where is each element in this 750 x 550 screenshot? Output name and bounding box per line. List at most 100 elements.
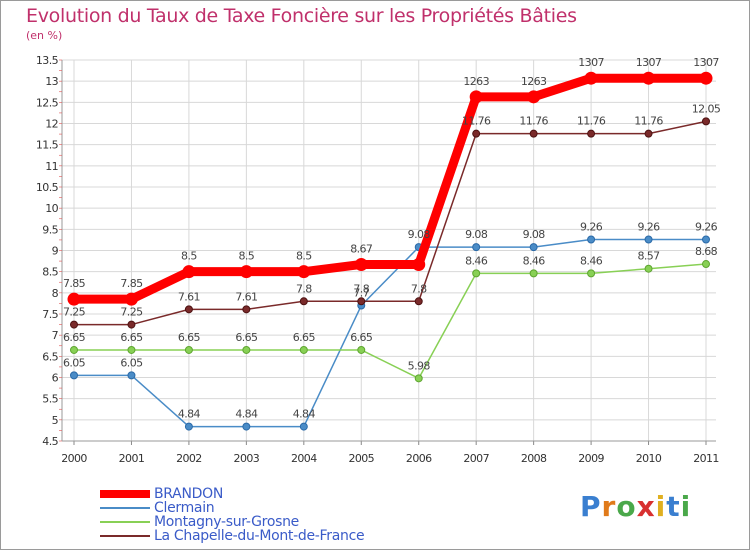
data-label-montagny: 8.46	[465, 254, 488, 267]
data-label-montagny: 6.65	[178, 331, 201, 344]
legend-swatch-la-chapelle	[100, 535, 150, 537]
data-label-montagny: 8.46	[580, 254, 603, 267]
data-point-la-chapelle	[644, 129, 653, 138]
data-label-montagny: 6.65	[235, 331, 258, 344]
data-label-clermain: 9.26	[695, 220, 718, 233]
data-label-clermain: 9.08	[465, 228, 488, 241]
logo-letter: i	[680, 490, 692, 523]
data-label-brandon: 1263	[463, 75, 489, 88]
data-point-clermain	[529, 243, 538, 252]
data-point-brandon	[469, 90, 483, 104]
data-label-la-chapelle: 7.8	[296, 282, 312, 295]
data-point-brandon	[527, 90, 541, 104]
data-label-clermain: 6.05	[120, 356, 143, 369]
data-label-brandon: 1307	[636, 56, 662, 69]
data-point-montagny	[70, 345, 78, 354]
logo-letter: P	[580, 490, 602, 523]
data-point-montagny	[414, 374, 423, 383]
data-point-clermain	[587, 235, 596, 244]
data-point-clermain	[127, 371, 136, 380]
data-label-clermain: 4.84	[293, 408, 316, 421]
legend-item-brandon: BRANDON	[100, 486, 223, 502]
y-tick-label: 10	[45, 202, 58, 215]
data-point-la-chapelle	[242, 305, 251, 314]
data-label-la-chapelle: 11.76	[519, 115, 548, 128]
y-tick-label: 4.5	[42, 435, 58, 448]
legend-label-brandon: BRANDON	[154, 486, 223, 502]
y-tick-label: 9	[52, 245, 59, 258]
data-point-la-chapelle	[299, 297, 308, 306]
y-tick-label: 8	[52, 287, 59, 300]
data-point-clermain	[299, 422, 308, 431]
logo-letter: t	[666, 490, 681, 523]
data-label-clermain: 4.84	[178, 408, 201, 421]
data-label-clermain: 9.26	[580, 220, 603, 233]
data-label-montagny: 6.65	[63, 331, 86, 344]
y-tick-label: 6	[52, 372, 59, 385]
data-point-la-chapelle	[472, 129, 481, 138]
data-point-montagny	[472, 269, 481, 278]
data-point-la-chapelle	[70, 320, 78, 329]
series-line-brandon	[74, 73, 706, 304]
data-label-montagny: 6.65	[120, 331, 143, 344]
y-tick-label: 11	[45, 160, 58, 173]
y-tick-label: 12	[45, 118, 58, 131]
logo-letter: r	[601, 490, 617, 523]
y-tick-label: 7.5	[42, 308, 58, 321]
chart-title: Evolution du Taux de Taxe Foncière sur l…	[26, 5, 577, 27]
data-point-montagny	[127, 345, 136, 354]
y-tick-label: 7	[52, 329, 59, 342]
unit-label: (en %)	[26, 29, 63, 42]
legend-label-montagny: Montagny-sur-Grosne	[154, 514, 299, 530]
data-label-montagny: 8.57	[637, 250, 660, 263]
data-point-montagny	[644, 264, 653, 273]
x-tick-label: 2004	[291, 452, 317, 465]
proxiti-logo: Proxiti	[580, 490, 691, 523]
data-label-brandon: 1307	[693, 56, 719, 69]
data-label-la-chapelle: 7.8	[411, 282, 427, 295]
axes: 4.5 5 5.5 6 6.5 7 7.5 8 8.5 9 9.5 10 10.5 11 11.5 12 12.…	[36, 54, 719, 465]
data-label-la-chapelle: 7.8	[353, 282, 369, 295]
data-point-la-chapelle	[587, 129, 596, 138]
x-tick-label: 2002	[176, 452, 202, 465]
data-label-brandon: 7.85	[120, 277, 143, 290]
data-label-brandon: 8.5	[296, 250, 312, 263]
legend-swatch-clermain	[100, 507, 150, 509]
data-point-brandon	[412, 257, 426, 271]
data-label-brandon: 1263	[521, 75, 547, 88]
data-label-brandon: 8.67	[350, 242, 373, 255]
logo-letter: x	[636, 490, 656, 523]
data-point-la-chapelle	[357, 297, 366, 306]
logo-letter: o	[616, 490, 637, 523]
data-label-brandon: 8.5	[181, 250, 197, 263]
legend-swatch-brandon	[100, 490, 150, 498]
data-point-clermain	[184, 422, 193, 431]
data-label-montagny: 6.65	[293, 331, 316, 344]
y-tick-label: 12.5	[36, 96, 59, 109]
y-tick-label: 13.5	[36, 54, 59, 67]
data-point-brandon	[182, 265, 196, 279]
y-tick-label: 8.5	[42, 266, 58, 279]
data-label-clermain: 9.08	[408, 228, 431, 241]
legend-label-clermain: Clermain	[154, 500, 215, 516]
data-label-brandon: 8.5	[239, 250, 255, 263]
data-label-clermain: 4.84	[235, 408, 258, 421]
data-label-la-chapelle: 7.61	[178, 290, 200, 303]
data-point-montagny	[184, 345, 193, 354]
data-label-montagny: 6.65	[350, 331, 373, 344]
data-point-la-chapelle	[184, 305, 193, 314]
data-point-montagny	[702, 260, 710, 269]
data-point-montagny	[529, 269, 538, 278]
data-point-montagny	[242, 345, 251, 354]
data-point-brandon	[699, 71, 713, 85]
data-point-brandon	[354, 257, 368, 271]
data-point-montagny	[587, 269, 596, 278]
series-line-clermain	[74, 238, 706, 428]
y-tick-label: 10.5	[36, 181, 59, 194]
y-tick-label: 9.5	[42, 223, 58, 236]
series-line-montagny	[74, 263, 707, 380]
data-point-clermain	[644, 235, 653, 244]
data-point-la-chapelle	[127, 320, 136, 329]
x-tick-label: 2009	[578, 452, 604, 465]
data-label-la-chapelle: 7.61	[235, 290, 257, 303]
